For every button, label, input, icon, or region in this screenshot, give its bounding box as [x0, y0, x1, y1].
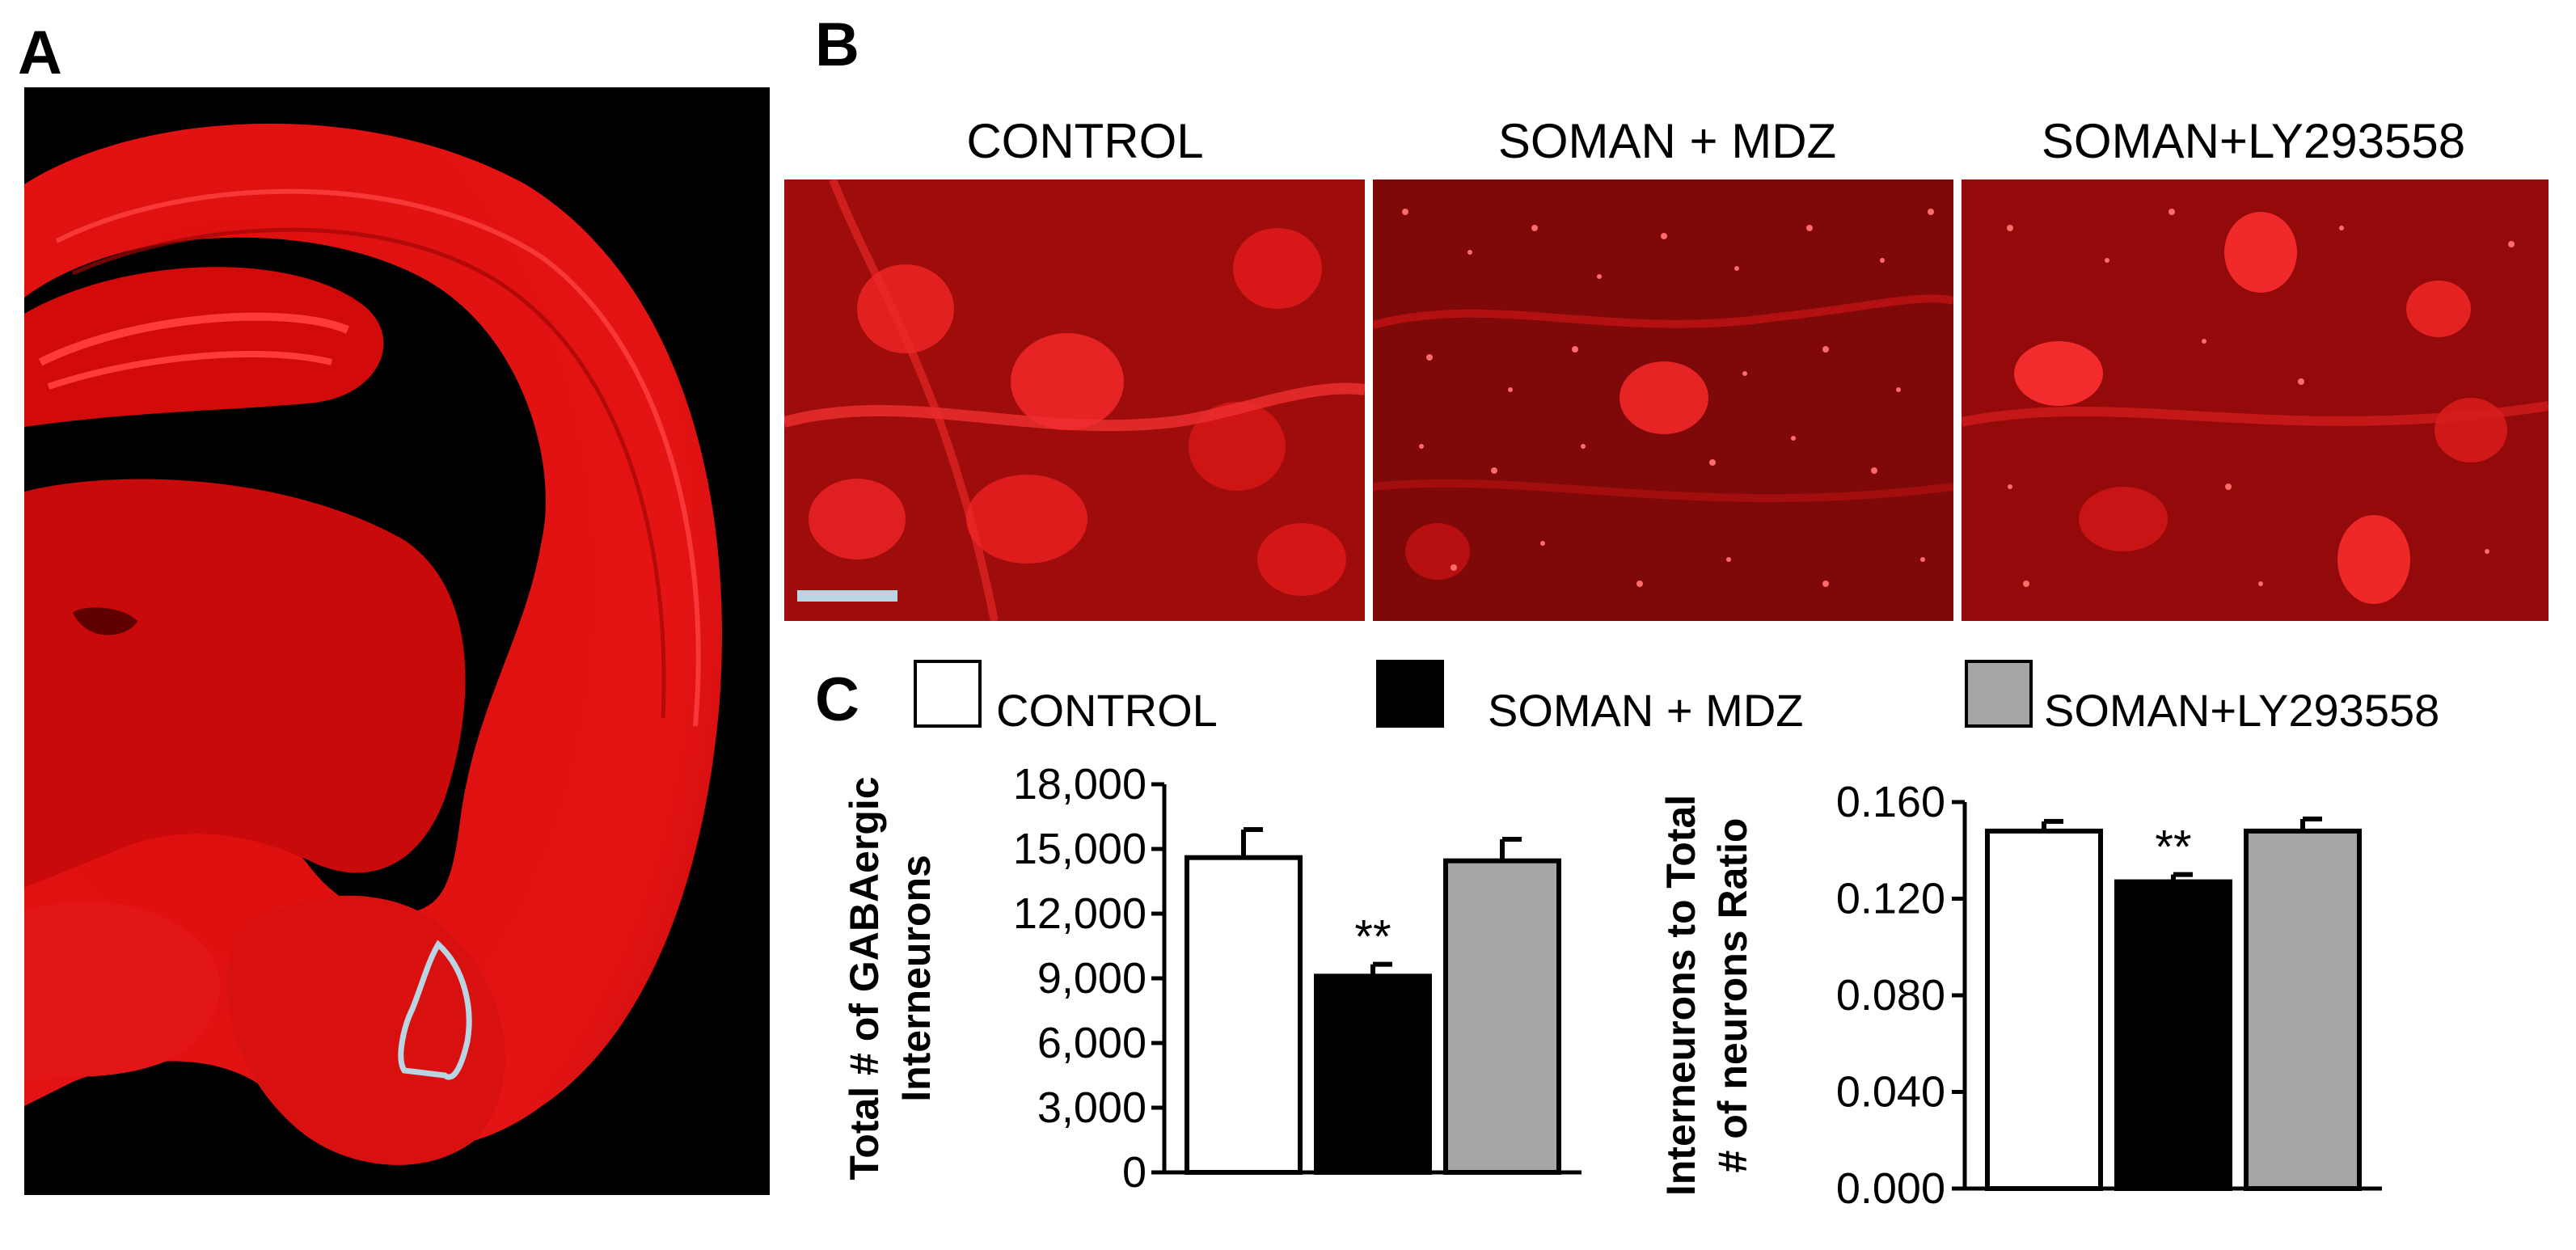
- legend-label-soman-ly: SOMAN+LY293558: [2044, 685, 2440, 736]
- bar: [1443, 858, 1561, 1176]
- chart-total-gabaergic: 0 3,000 6,000 9,000 12,000 15,000 18,000 ** Tota…: [842, 760, 1581, 1197]
- brain-section-drawing: [24, 123, 722, 1165]
- y-tick-label: 18,000: [1013, 760, 1147, 809]
- bar: [1314, 973, 1432, 1176]
- legend-swatch-control: [914, 660, 982, 728]
- y-tick-label: 3,000: [1037, 1083, 1147, 1132]
- significance-marker: **: [1354, 911, 1391, 964]
- y-tick-label: 12,000: [1013, 889, 1147, 938]
- legend-label-control: CONTROL: [996, 685, 1218, 736]
- y-tick-label: 0.160: [1836, 778, 1945, 826]
- micrograph-title-control: CONTROL: [966, 114, 1204, 168]
- panel-label-b: B: [815, 11, 859, 79]
- micrograph-soman-mdz: [1371, 179, 1955, 621]
- significance-marker: **: [2155, 821, 2191, 874]
- legend-label-soman-mdz: SOMAN + MDZ: [1488, 685, 1804, 736]
- bar: [1185, 855, 1303, 1176]
- panel-label-c: C: [815, 665, 859, 734]
- y-tick-label: 0.040: [1836, 1068, 1945, 1117]
- brain-section-image: [24, 87, 770, 1195]
- legend-swatch-soman-mdz: [1376, 660, 1444, 728]
- y-tick-label: 0.000: [1836, 1164, 1945, 1213]
- y-tick-label: 0.120: [1836, 875, 1945, 923]
- y-axis-label-line: Interneurons to Total: [1658, 795, 1704, 1196]
- y-tick-label: 15,000: [1013, 825, 1147, 873]
- y-axis-label: Total # of GABAergic Interneurons: [842, 776, 939, 1180]
- bar: [1985, 828, 2103, 1191]
- micrograph-title-soman-ly: SOMAN+LY293558: [2041, 114, 2466, 168]
- y-axis-label-line: Total # of GABAergic: [842, 776, 887, 1180]
- bar: [2114, 879, 2232, 1191]
- chart-interneuron-ratio: 0.000 0.040 0.080 0.120 0.160 ** Interneurons …: [1658, 778, 2382, 1213]
- roi-outline: [398, 940, 472, 1080]
- y-tick-label: 0.080: [1836, 971, 1945, 1020]
- legend-swatch-soman-ly: [1965, 660, 2033, 728]
- micrograph-control: [783, 178, 1366, 622]
- micrograph-soman-ly: [1960, 179, 2549, 621]
- y-tick-label: 9,000: [1037, 954, 1147, 1003]
- micrograph-title-soman-mdz: SOMAN + MDZ: [1497, 114, 1837, 168]
- y-axis-label-line: Interneurons: [893, 855, 939, 1102]
- y-axis-label-line: # of neurons Ratio: [1710, 818, 1755, 1173]
- bar: [2244, 828, 2362, 1191]
- y-tick-label: 6,000: [1037, 1019, 1147, 1067]
- panel-label-a: A: [18, 19, 62, 87]
- y-axis-label: Interneurons to Total # of neurons Ratio: [1658, 795, 1755, 1196]
- y-tick-label: 0: [1122, 1148, 1147, 1197]
- scale-bar: [797, 590, 897, 602]
